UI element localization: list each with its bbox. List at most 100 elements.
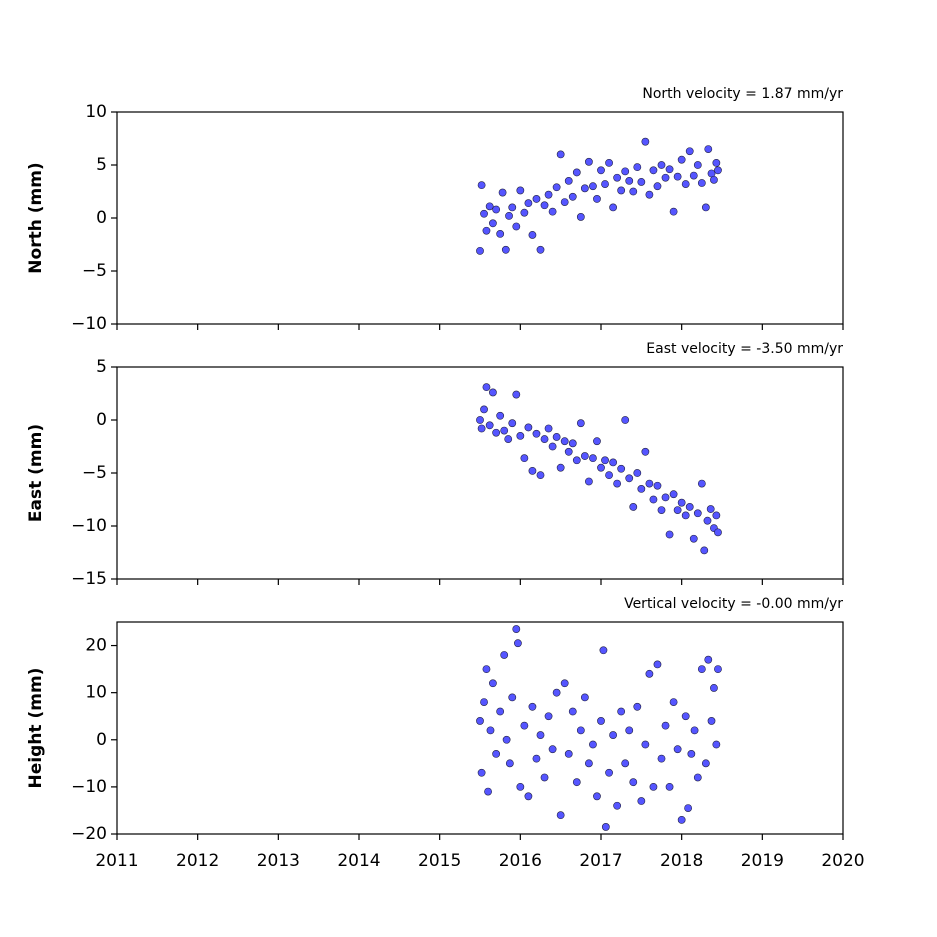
plot-frame bbox=[116, 111, 844, 325]
point bbox=[564, 750, 573, 758]
point bbox=[476, 416, 484, 424]
point bbox=[613, 801, 622, 810]
point bbox=[633, 163, 642, 172]
x-tick-label: 2016 bbox=[499, 851, 542, 871]
panel-annotation: Vertical velocity = -0.00 mm/yr bbox=[624, 596, 843, 612]
point bbox=[649, 782, 658, 791]
point bbox=[544, 424, 553, 433]
point bbox=[516, 431, 525, 440]
y-tick-label: 5 bbox=[96, 155, 107, 175]
point bbox=[645, 190, 654, 199]
point bbox=[657, 161, 666, 169]
point bbox=[520, 454, 529, 463]
point bbox=[609, 731, 617, 739]
point bbox=[480, 698, 488, 706]
point bbox=[597, 717, 605, 725]
point bbox=[485, 421, 494, 430]
point bbox=[704, 145, 713, 153]
point bbox=[710, 684, 718, 692]
point bbox=[625, 176, 634, 185]
point bbox=[485, 202, 494, 211]
y-tick-label: −10 bbox=[71, 314, 107, 334]
y-tick-label: −5 bbox=[82, 261, 107, 281]
point bbox=[492, 428, 501, 437]
point bbox=[528, 231, 537, 239]
point bbox=[492, 205, 501, 214]
point bbox=[576, 213, 585, 221]
point bbox=[669, 490, 678, 499]
point bbox=[536, 471, 545, 480]
point bbox=[665, 530, 674, 539]
point bbox=[677, 815, 686, 824]
point bbox=[560, 198, 569, 206]
point bbox=[516, 782, 525, 791]
point bbox=[524, 199, 533, 208]
point bbox=[641, 447, 650, 456]
point bbox=[673, 745, 682, 754]
point bbox=[621, 416, 630, 424]
point bbox=[653, 182, 662, 191]
point bbox=[629, 778, 638, 787]
point bbox=[532, 195, 541, 203]
point bbox=[489, 388, 497, 397]
point bbox=[552, 183, 561, 192]
point bbox=[681, 511, 690, 520]
point bbox=[625, 726, 634, 735]
x-tick-label: 2013 bbox=[257, 851, 300, 871]
panel-annotation: East velocity = -3.50 mm/yr bbox=[646, 341, 843, 357]
point bbox=[576, 419, 585, 428]
point bbox=[677, 155, 686, 164]
point bbox=[617, 707, 626, 716]
point bbox=[661, 721, 670, 730]
point bbox=[556, 150, 565, 159]
point bbox=[673, 172, 682, 181]
point bbox=[685, 503, 694, 511]
point bbox=[504, 435, 513, 443]
point bbox=[645, 479, 654, 488]
point bbox=[482, 665, 491, 674]
point bbox=[621, 759, 630, 768]
point bbox=[532, 429, 541, 438]
point bbox=[524, 423, 533, 432]
point bbox=[492, 750, 501, 758]
point bbox=[589, 182, 597, 191]
point bbox=[657, 506, 666, 514]
point bbox=[548, 745, 557, 754]
point bbox=[524, 792, 533, 801]
x-tick-label: 2019 bbox=[741, 851, 784, 871]
point bbox=[544, 190, 553, 199]
point bbox=[621, 167, 630, 176]
x-tick-label: 2014 bbox=[337, 851, 380, 871]
point bbox=[560, 679, 569, 688]
point bbox=[498, 188, 507, 197]
point bbox=[637, 797, 646, 805]
point bbox=[597, 463, 605, 472]
point bbox=[637, 484, 646, 493]
point bbox=[712, 740, 721, 749]
point bbox=[552, 433, 561, 441]
point bbox=[641, 740, 650, 749]
point bbox=[502, 735, 511, 744]
point bbox=[669, 698, 678, 706]
point bbox=[508, 203, 517, 212]
point bbox=[528, 702, 537, 711]
point bbox=[637, 178, 646, 186]
point bbox=[633, 469, 642, 477]
point bbox=[500, 651, 509, 659]
point bbox=[580, 452, 589, 460]
point bbox=[520, 721, 529, 730]
point bbox=[697, 179, 706, 187]
point bbox=[605, 768, 613, 777]
point bbox=[572, 456, 581, 465]
point bbox=[572, 168, 581, 177]
point bbox=[556, 463, 565, 472]
point bbox=[710, 175, 718, 184]
point bbox=[693, 773, 702, 782]
point bbox=[540, 435, 549, 443]
point bbox=[482, 226, 491, 235]
point bbox=[496, 707, 505, 716]
point bbox=[629, 503, 638, 511]
point bbox=[690, 726, 699, 735]
point bbox=[714, 528, 722, 537]
point bbox=[687, 750, 696, 758]
